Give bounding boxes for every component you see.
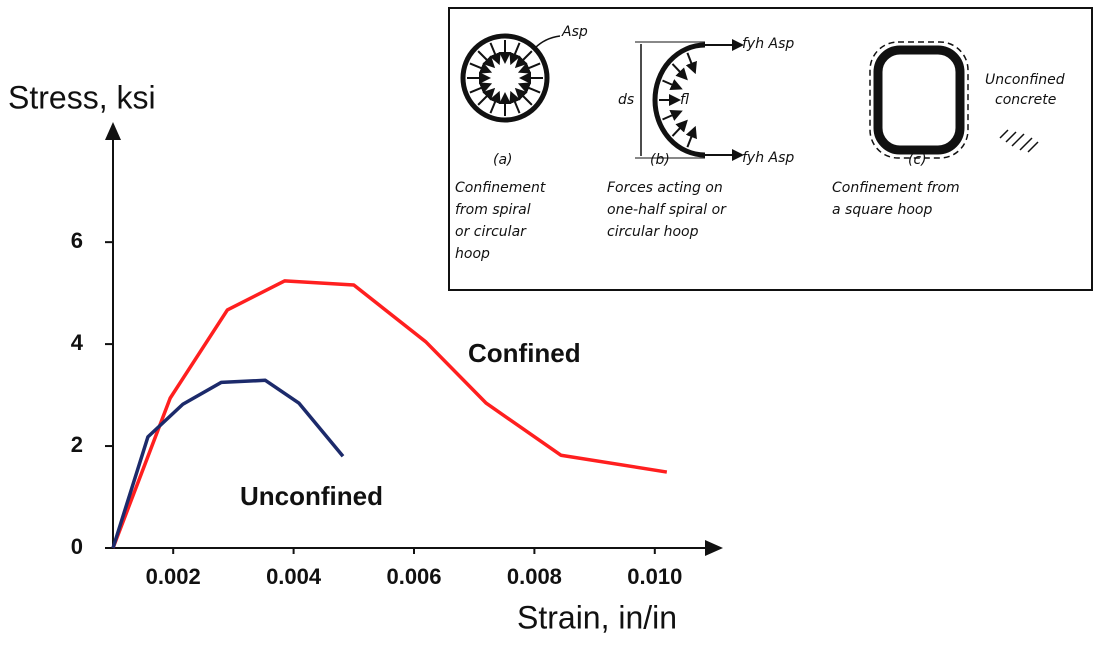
series-label: Confined <box>468 338 581 368</box>
arrow <box>514 50 533 69</box>
force-label: fyh Asp <box>742 150 794 166</box>
spiral-hoop <box>460 33 550 123</box>
arrow <box>662 109 683 121</box>
caption: hoop <box>455 246 490 262</box>
inset-frame <box>448 7 1093 291</box>
x-tick-label: 0.010 <box>627 564 682 589</box>
leader <box>534 35 561 49</box>
y-axis-title: Stress, ksi <box>8 79 156 115</box>
caption: one-half spiral or <box>607 202 727 218</box>
arrow <box>671 63 688 81</box>
dimension-label: ds <box>618 92 634 108</box>
pressure-arrows <box>467 40 543 116</box>
caption: Confinement <box>455 180 546 196</box>
arrow <box>671 119 688 137</box>
arrow <box>509 90 521 114</box>
pressure-arrows <box>659 52 697 148</box>
y-tick-label: 4 <box>71 330 84 355</box>
square-hoop <box>873 45 965 155</box>
force-label: fyh Asp <box>742 36 794 52</box>
y-tick-label: 0 <box>71 534 83 559</box>
caption: circular hoop <box>607 224 699 240</box>
arrow <box>469 62 493 74</box>
arrow <box>489 90 501 114</box>
y-tick-label: 6 <box>71 228 83 253</box>
legend-text: Unconfined <box>985 72 1065 88</box>
caption: Forces acting on <box>607 180 723 196</box>
arrow <box>509 42 521 66</box>
half-hoop <box>652 42 706 158</box>
arrow <box>469 82 493 94</box>
arrow <box>477 50 496 69</box>
x-axis-title: Strain, in/in <box>517 599 677 635</box>
arrow <box>685 125 697 148</box>
series-line <box>111 279 668 549</box>
panel-tag: (b) <box>650 152 670 168</box>
caption: a square hoop <box>832 202 932 218</box>
panel-tag: (c) <box>908 152 927 168</box>
caption: Confinement from <box>832 180 960 196</box>
y-tick-label: 2 <box>71 432 83 457</box>
caption: or circular <box>455 224 527 240</box>
x-tick-label: 0.006 <box>386 564 441 589</box>
series-label: Unconfined <box>240 481 383 511</box>
pressure-label: fl <box>680 92 689 108</box>
hatch-sample <box>999 129 1039 153</box>
x-tick-label: 0.004 <box>266 564 322 589</box>
x-tick-label: 0.008 <box>507 564 562 589</box>
arrow <box>517 82 541 94</box>
arrow <box>514 87 533 106</box>
x-tick-label: 0.002 <box>146 564 201 589</box>
arrow <box>477 87 496 106</box>
caption: from spiral <box>455 202 531 218</box>
arrow <box>489 42 501 66</box>
arrow <box>517 62 541 74</box>
series-line <box>111 378 345 549</box>
legend-text: concrete <box>995 92 1056 108</box>
confined-outline <box>869 41 969 159</box>
arrow <box>685 52 697 75</box>
inset-diagram: Asp fyh Asp fyh Asp ds fl Unconfined con… <box>448 7 1093 291</box>
arrow <box>662 79 683 91</box>
panel-tag: (a) <box>493 152 513 168</box>
symbol: Asp <box>561 24 588 40</box>
